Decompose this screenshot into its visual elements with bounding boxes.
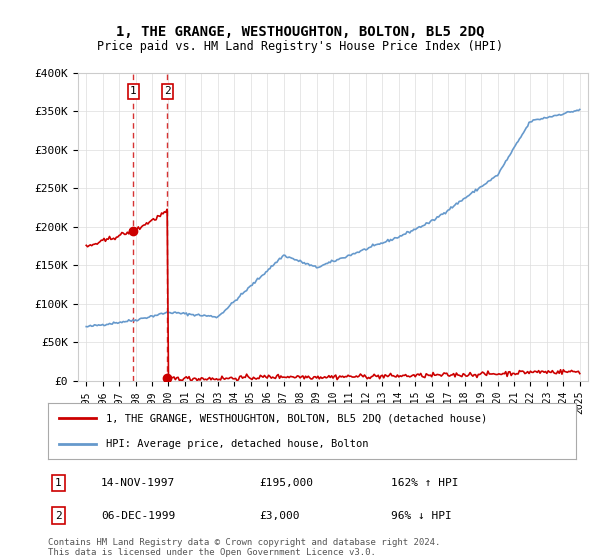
Text: 1, THE GRANGE, WESTHOUGHTON, BOLTON, BL5 2DQ: 1, THE GRANGE, WESTHOUGHTON, BOLTON, BL5… (116, 25, 484, 39)
Text: 06-DEC-1999: 06-DEC-1999 (101, 511, 175, 521)
Text: 1: 1 (55, 478, 62, 488)
Text: 162% ↑ HPI: 162% ↑ HPI (391, 478, 459, 488)
Text: 2: 2 (55, 511, 62, 521)
Text: £3,000: £3,000 (259, 511, 300, 521)
Text: 1, THE GRANGE, WESTHOUGHTON, BOLTON, BL5 2DQ (detached house): 1, THE GRANGE, WESTHOUGHTON, BOLTON, BL5… (106, 413, 487, 423)
Text: Contains HM Land Registry data © Crown copyright and database right 2024.
This d: Contains HM Land Registry data © Crown c… (48, 538, 440, 557)
Text: Price paid vs. HM Land Registry's House Price Index (HPI): Price paid vs. HM Land Registry's House … (97, 40, 503, 53)
Text: 14-NOV-1997: 14-NOV-1997 (101, 478, 175, 488)
Text: 96% ↓ HPI: 96% ↓ HPI (391, 511, 452, 521)
Text: 2: 2 (164, 86, 171, 96)
Text: 1: 1 (130, 86, 137, 96)
Text: £195,000: £195,000 (259, 478, 313, 488)
Text: HPI: Average price, detached house, Bolton: HPI: Average price, detached house, Bolt… (106, 439, 368, 449)
